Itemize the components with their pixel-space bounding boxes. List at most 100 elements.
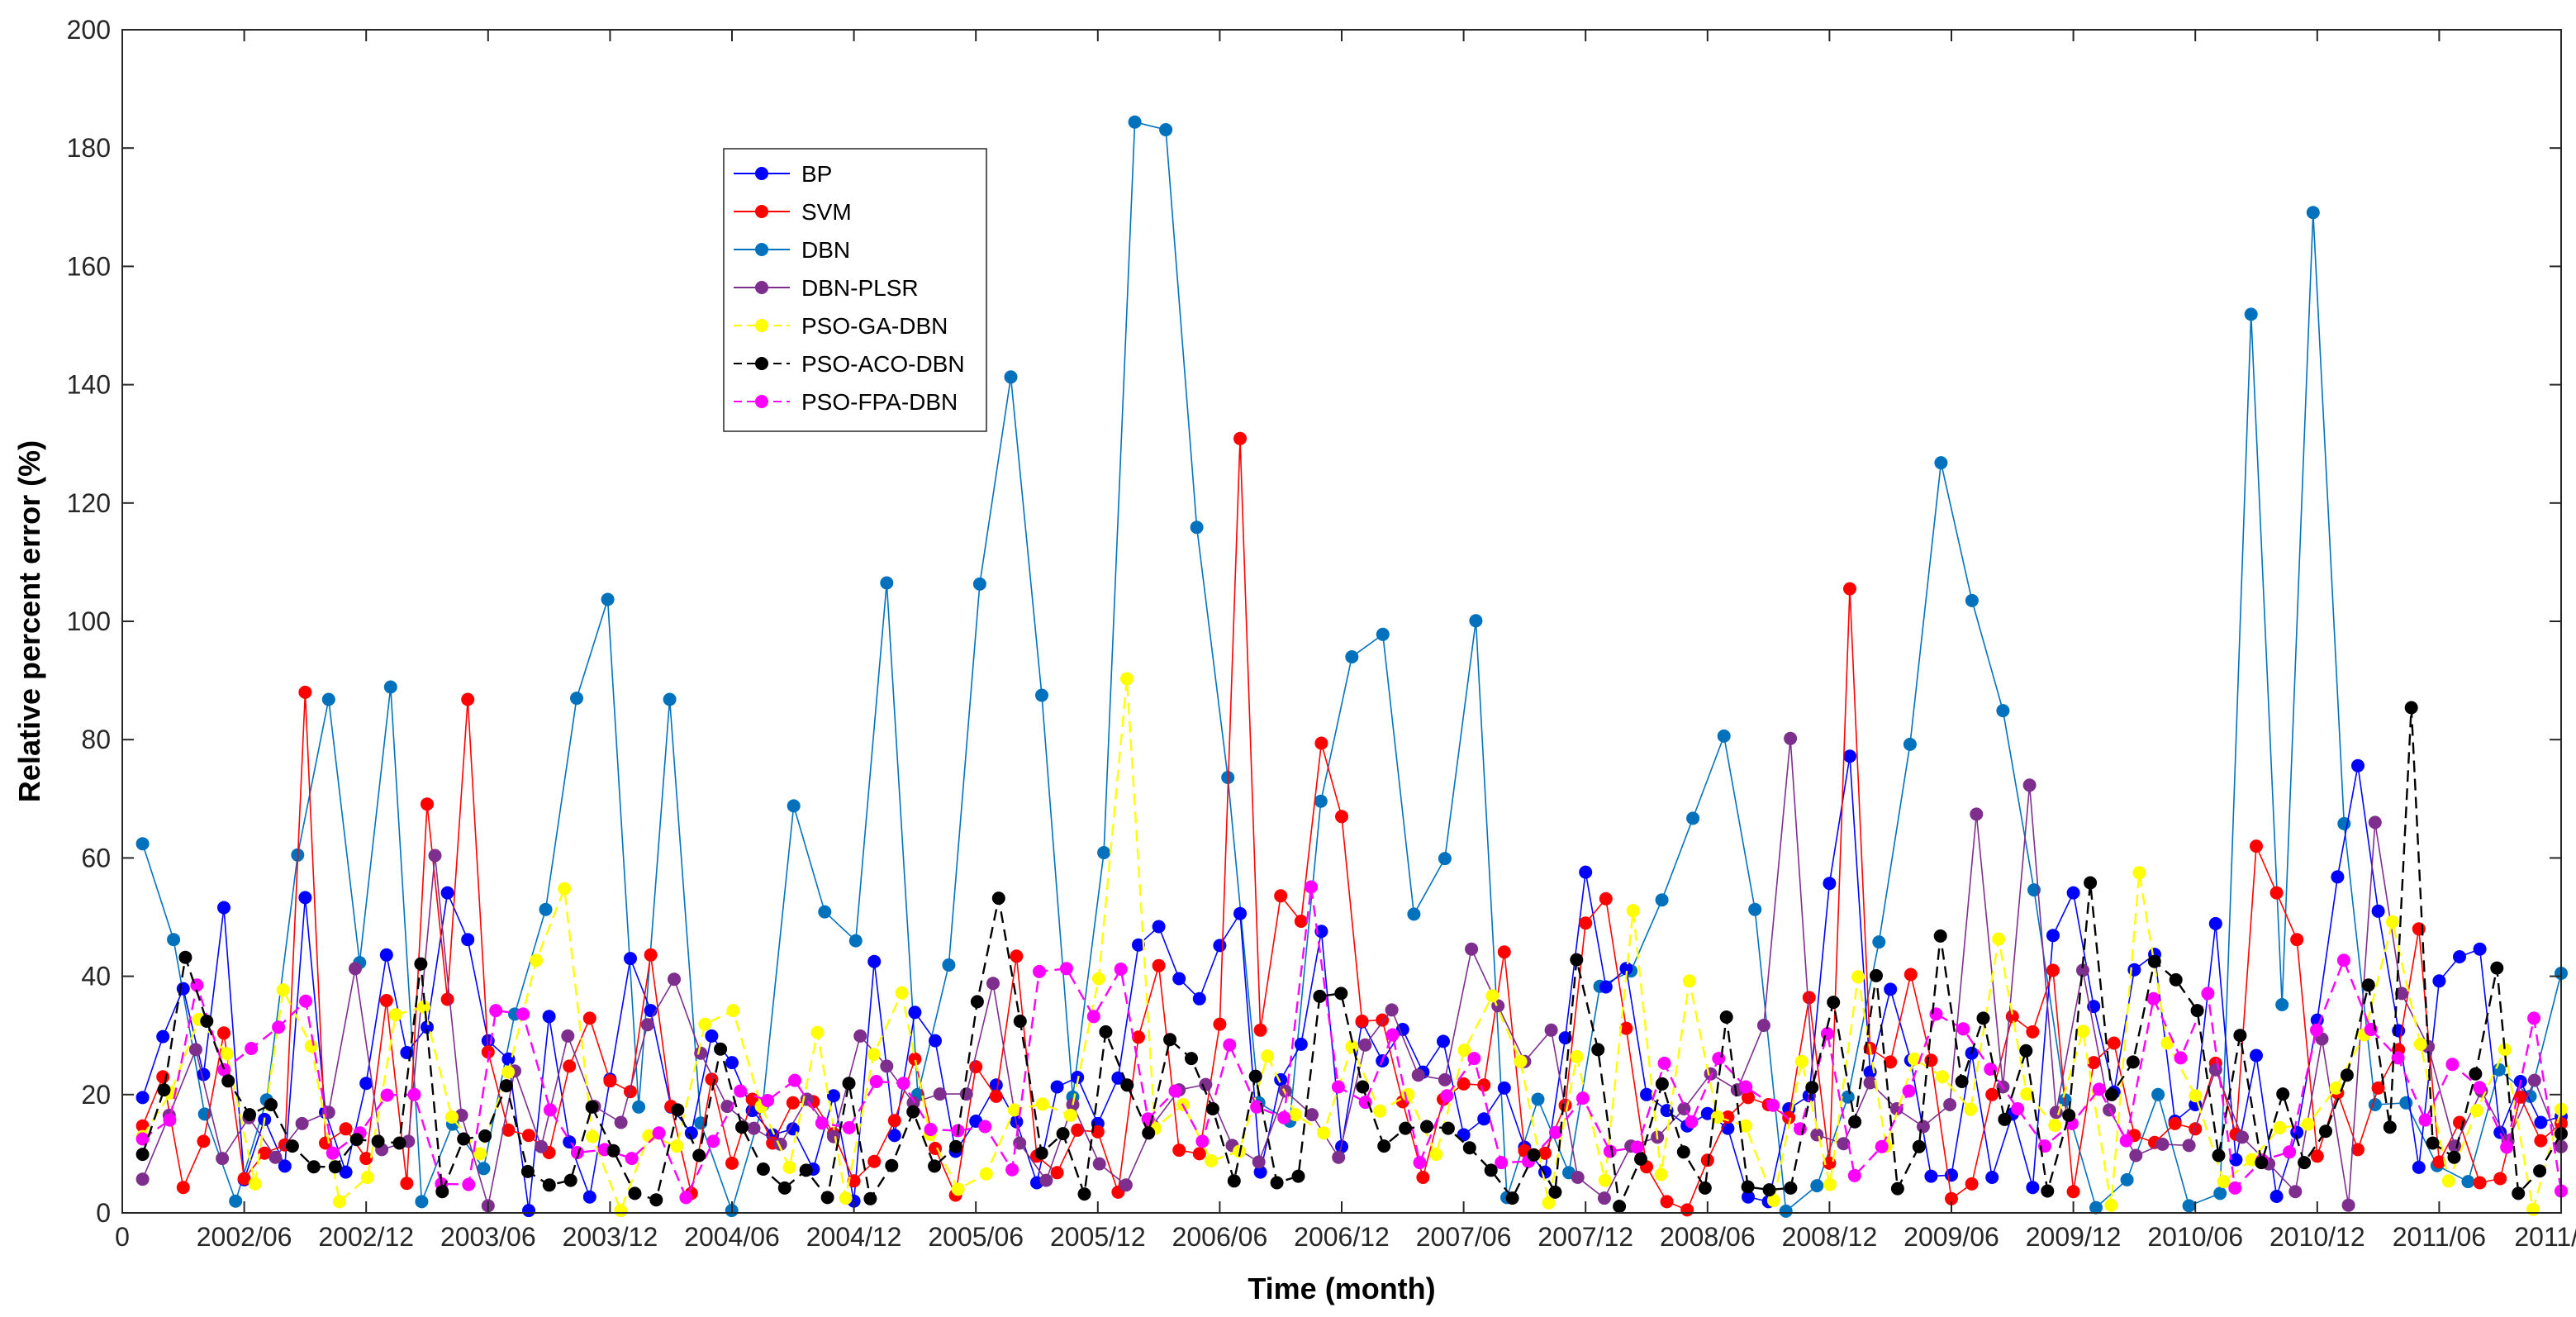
data-point — [1416, 1171, 1430, 1184]
data-point — [614, 1115, 628, 1129]
data-point — [501, 1123, 516, 1137]
data-point — [2273, 1120, 2287, 1134]
data-point — [1114, 963, 1128, 976]
data-point — [2473, 1081, 2487, 1095]
data-point — [2412, 1160, 2426, 1174]
data-point — [601, 592, 615, 606]
data-point — [1385, 1003, 1399, 1017]
data-point — [663, 692, 677, 706]
data-point — [2041, 1184, 2055, 1198]
x-tick-label: 2008/12 — [1782, 1222, 1878, 1252]
data-point — [2026, 1181, 2040, 1195]
data-point — [1851, 970, 1865, 984]
data-point — [157, 1083, 171, 1097]
data-point — [2020, 1087, 2034, 1101]
series-pso-aco-dbn — [135, 701, 2568, 1214]
data-point — [1626, 904, 1640, 918]
data-point — [2066, 886, 2080, 900]
data-point — [1597, 1191, 1611, 1205]
data-point — [1120, 1078, 1134, 1092]
data-point — [2492, 1063, 2506, 1077]
data-point — [1875, 1139, 1889, 1153]
data-point — [216, 1152, 230, 1166]
data-point — [2306, 206, 2320, 220]
data-point — [1924, 1169, 1938, 1183]
data-point — [614, 1204, 628, 1218]
data-point — [156, 1070, 170, 1084]
data-point — [1970, 807, 1984, 821]
x-tick-label: 2007/12 — [1538, 1222, 1633, 1252]
data-point — [2169, 972, 2183, 987]
data-point — [1233, 906, 1247, 920]
data-point — [679, 1191, 693, 1205]
data-point — [810, 1025, 825, 1039]
data-point — [1847, 1168, 1861, 1182]
data-point — [2527, 1073, 2541, 1087]
data-point — [2119, 1134, 2133, 1148]
data-point — [2453, 950, 2466, 963]
legend-swatch-marker — [755, 205, 768, 218]
data-point — [440, 886, 454, 900]
data-point — [2298, 1156, 2312, 1170]
data-point — [867, 954, 882, 968]
data-point — [1437, 1034, 1450, 1048]
data-point — [706, 1134, 720, 1148]
data-point — [1748, 902, 1762, 916]
data-point — [1331, 1080, 1345, 1094]
data-point — [428, 849, 442, 863]
data-point — [1591, 1043, 1605, 1057]
data-point — [501, 1065, 516, 1079]
data-point — [2473, 942, 2487, 956]
data-point — [1762, 1183, 1776, 1197]
data-point — [1477, 1112, 1491, 1126]
y-tick-label: 180 — [67, 133, 111, 163]
data-point — [1050, 1080, 1064, 1094]
data-point — [624, 1085, 637, 1099]
data-point — [726, 1004, 740, 1018]
data-point — [2155, 1137, 2170, 1151]
data-point — [2441, 1174, 2455, 1188]
data-point — [842, 1077, 856, 1091]
data-point — [380, 1088, 394, 1102]
data-point — [304, 1039, 318, 1053]
data-point — [725, 1156, 739, 1170]
data-point — [2493, 1125, 2507, 1139]
x-tick-label: 2008/06 — [1660, 1222, 1756, 1252]
y-tick-label: 200 — [67, 15, 111, 45]
data-point — [1841, 1090, 1855, 1104]
data-point — [2182, 1139, 2196, 1153]
data-point — [885, 1158, 899, 1172]
data-point — [1314, 736, 1328, 750]
data-point — [1033, 964, 1046, 978]
data-point — [986, 977, 1000, 991]
data-point — [2151, 1087, 2165, 1101]
data-point — [359, 1077, 373, 1091]
data-point — [2445, 1058, 2460, 1072]
data-point — [1654, 1167, 1668, 1181]
data-point — [2208, 1063, 2222, 1077]
data-point — [2076, 963, 2089, 977]
data-point — [867, 1048, 881, 1062]
data-point — [1837, 1137, 1851, 1151]
data-point — [276, 983, 290, 997]
data-point — [1712, 1052, 1726, 1066]
data-point — [1655, 893, 1669, 907]
data-point — [1063, 1108, 1077, 1122]
data-point — [1035, 688, 1048, 702]
data-point — [1542, 1196, 1556, 1210]
data-point — [1407, 907, 1421, 921]
data-point — [820, 1191, 834, 1205]
data-point — [989, 1078, 1003, 1092]
data-point — [407, 1087, 421, 1101]
data-point — [1721, 1110, 1735, 1124]
data-point — [1035, 1097, 1049, 1111]
data-point — [1457, 1077, 1471, 1091]
data-point — [258, 1146, 272, 1160]
data-point — [1827, 996, 1841, 1010]
x-tick-label: 2002/06 — [197, 1222, 292, 1252]
data-point — [379, 994, 393, 1007]
data-point — [649, 1193, 663, 1207]
data-point — [684, 1126, 698, 1140]
data-point — [135, 1148, 150, 1162]
data-point — [2493, 1172, 2507, 1186]
